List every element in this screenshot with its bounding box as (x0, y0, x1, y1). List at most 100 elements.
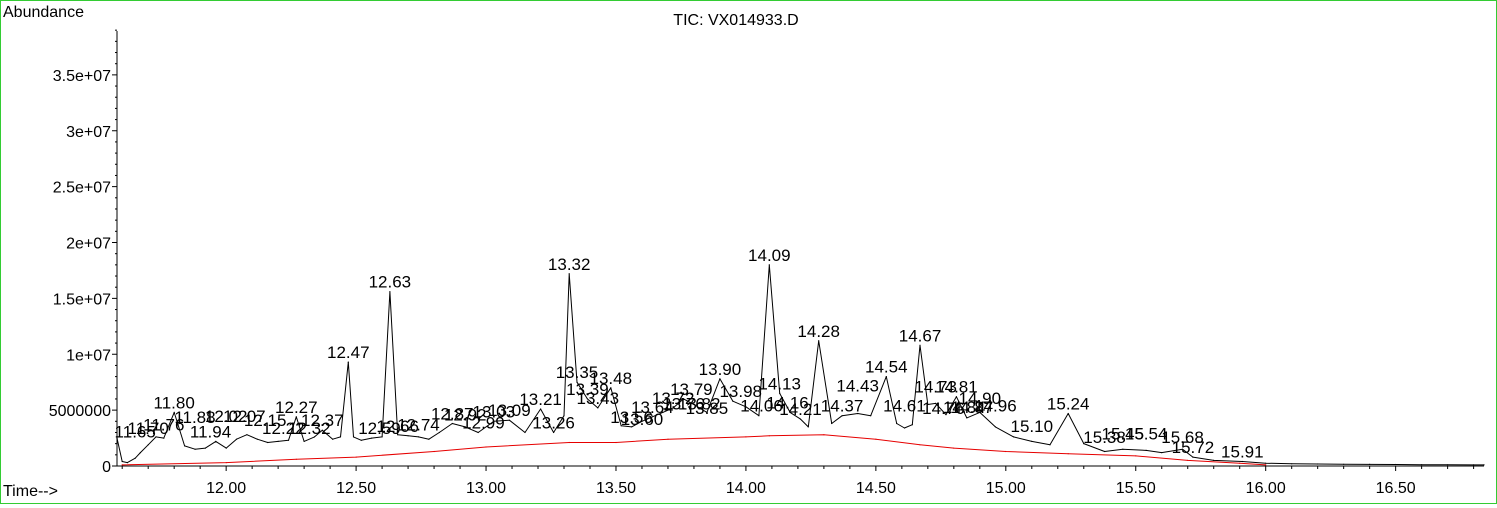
trace-point (1013, 436, 1015, 438)
trace-point (966, 417, 968, 419)
baseline-point (745, 436, 747, 438)
trace-point (1067, 412, 1069, 415)
baseline-point (768, 435, 770, 437)
baseline-point (1239, 462, 1241, 464)
baseline-point (1187, 459, 1189, 461)
trace-point (945, 414, 947, 416)
peak-label: 15.45 (1101, 425, 1144, 444)
trace-point (163, 437, 165, 439)
peak-label: 15.68 (1161, 428, 1204, 447)
trace-point (428, 438, 430, 440)
peak-label: 14.90 (959, 389, 1002, 408)
peak-label: 13.85 (686, 399, 729, 418)
trace-point (563, 415, 565, 417)
trace-point (1192, 456, 1194, 458)
x-tick-label: 13.50 (596, 480, 636, 497)
baseline-point (823, 434, 825, 436)
trace-point (683, 398, 685, 400)
peak-label: 11.94 (190, 422, 231, 441)
chart-title: TIC: VX014933.D (673, 12, 798, 29)
peak-label: 12.02 (205, 407, 248, 426)
baseline-point (1067, 453, 1069, 455)
trace-point (1104, 450, 1106, 453)
baseline-point (485, 446, 487, 448)
baseline-point (1135, 455, 1137, 457)
x-tick-label: 14.50 (856, 480, 896, 497)
trace-point (807, 426, 809, 428)
y-ticks: 0 5000000 1e+07 1.5e+07 2e+07 2.5e+07 3e+07 3.5… (49, 29, 117, 476)
trace-point (321, 429, 323, 431)
peak-label: 13.35 (556, 363, 599, 382)
trace-point (215, 440, 217, 442)
trace-point (732, 400, 734, 402)
peak-label: 12.87 (431, 405, 474, 424)
trace-point (979, 411, 981, 413)
peak-label: 12.99 (462, 413, 505, 432)
trace-point (287, 439, 290, 441)
peak-label: 11.65 (115, 422, 156, 441)
baseline-point (355, 456, 357, 458)
trace-point (1213, 459, 1215, 461)
trace-point (779, 392, 781, 394)
y-tick-label: 0 (102, 459, 111, 476)
trace-point (225, 447, 227, 449)
trace-point (719, 378, 721, 380)
peak-label: 12.66 (376, 417, 419, 436)
trace-point (477, 431, 479, 434)
trace-point (256, 438, 258, 440)
trace-point (464, 426, 466, 428)
peak-label: 15.24 (1047, 394, 1090, 413)
trace-point (371, 437, 373, 439)
peak-label: 13.26 (532, 413, 575, 432)
y-tick-label: 1.5e+07 (53, 291, 111, 308)
trace-point (1161, 452, 1163, 454)
peak-label: 12.22 (262, 419, 305, 438)
baseline-point (1005, 450, 1007, 453)
peak-label: 13.09 (488, 401, 531, 420)
peak-label: 14.43 (836, 377, 879, 396)
peak-label: 13.98 (719, 382, 762, 401)
trace-point (508, 419, 510, 421)
trace-point (194, 448, 196, 450)
trace-point (586, 398, 589, 400)
trace-point (693, 403, 695, 406)
peak-label: 14.37 (821, 397, 864, 416)
peak-label: 11.76 (143, 416, 184, 435)
y-tick-label: 2e+07 (66, 236, 111, 253)
x-tick-label: 14.00 (726, 480, 766, 497)
trace-point (610, 387, 612, 389)
trace-point (1343, 463, 1345, 465)
trace-point (1265, 462, 1267, 464)
peak-label: 14.28 (797, 322, 840, 341)
x-tick-label: 16.50 (1376, 480, 1416, 497)
peak-label: 14.76 (922, 399, 965, 418)
peak-label: 13.48 (590, 369, 633, 388)
trace-point (139, 452, 141, 454)
trace-point (360, 439, 362, 441)
trace-point (313, 436, 316, 438)
trace-point (303, 440, 305, 442)
x-tick-label: 15.00 (986, 480, 1026, 497)
peak-label: 12.27 (275, 398, 318, 417)
peak-label: 14.87 (951, 398, 994, 417)
trace-point (672, 407, 674, 409)
y-tick-label: 1e+07 (66, 347, 111, 364)
trace-point (116, 437, 118, 439)
x-tick-label: 12.50 (336, 480, 376, 497)
trace-point (1291, 463, 1293, 465)
peak-label: 13.32 (548, 255, 591, 274)
peak-label: 14.84 (943, 398, 986, 417)
trace-point (1447, 464, 1449, 466)
trace-point (903, 427, 906, 429)
peak-label: 11.70 (128, 419, 169, 438)
trace-point (1122, 448, 1124, 450)
trace-point (1241, 460, 1243, 463)
trace-point (651, 416, 654, 418)
trace-point (818, 340, 820, 342)
trace-point (911, 424, 913, 426)
trace-point (121, 460, 123, 463)
peak-label: 15.10 (1011, 417, 1054, 436)
trace-point (789, 411, 791, 413)
x-tick-label: 13.00 (466, 480, 506, 497)
